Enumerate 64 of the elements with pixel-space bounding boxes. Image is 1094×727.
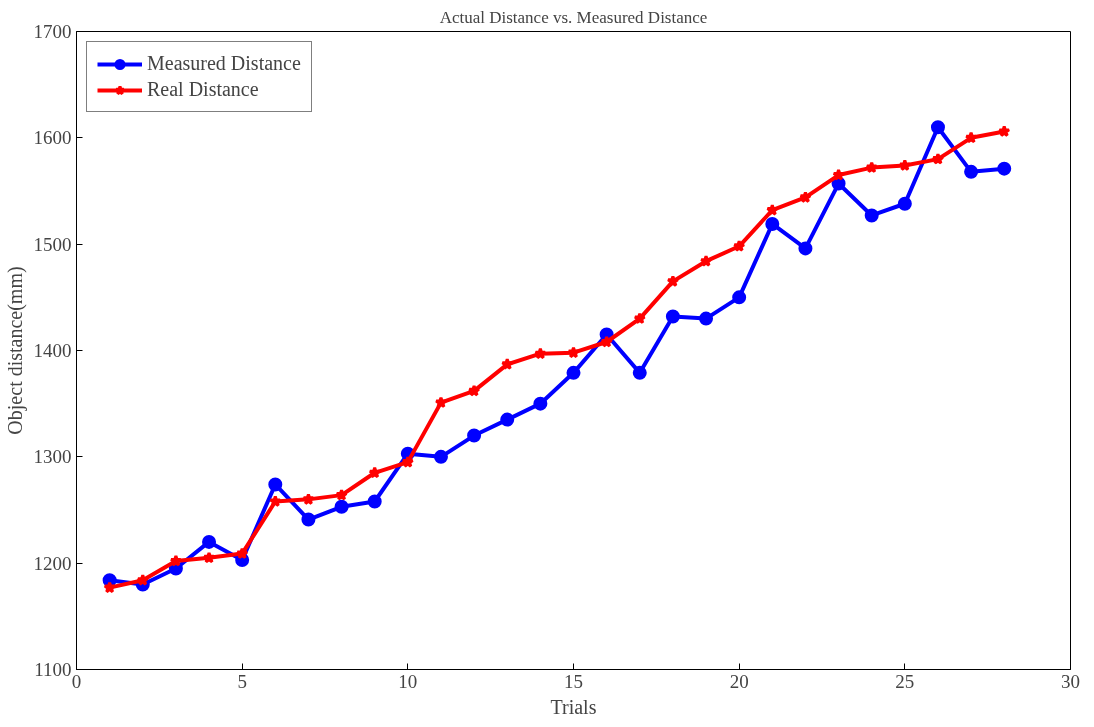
point — [865, 161, 878, 174]
y-tick-label: 1300 — [33, 446, 72, 468]
x-axis-title: Trials — [550, 695, 597, 718]
x-tick-label: 5 — [237, 670, 247, 692]
point — [368, 466, 381, 479]
legend-label: Real Distance — [147, 78, 259, 101]
point — [202, 534, 217, 549]
point — [765, 216, 780, 231]
point — [699, 254, 713, 267]
point — [699, 311, 714, 326]
point — [931, 152, 945, 165]
point — [732, 290, 747, 305]
point — [898, 158, 912, 172]
legend-label: Measured Distance — [147, 52, 301, 75]
point — [964, 131, 978, 144]
point — [301, 512, 316, 527]
point — [268, 477, 283, 492]
point — [433, 449, 448, 464]
point — [467, 384, 481, 397]
point — [864, 208, 879, 223]
point — [566, 365, 581, 380]
point — [666, 274, 680, 287]
x-tick-label: 0 — [71, 670, 82, 692]
point — [334, 499, 349, 514]
point — [401, 455, 415, 468]
point — [500, 357, 514, 370]
point — [367, 494, 382, 509]
point — [897, 196, 912, 211]
y-tick-label: 1100 — [34, 659, 72, 680]
y-tick-label: 1600 — [33, 127, 72, 149]
y-tick-label: 1400 — [33, 340, 72, 361]
x-tick-label: 25 — [895, 670, 915, 692]
point — [467, 428, 482, 443]
point — [665, 309, 680, 324]
y-tick-label: 1500 — [33, 233, 72, 255]
point — [136, 573, 150, 586]
x-tick-label: 15 — [564, 670, 583, 692]
point — [269, 494, 282, 508]
point — [500, 412, 515, 427]
point — [434, 396, 448, 409]
point — [335, 488, 348, 501]
point — [930, 120, 945, 135]
point — [766, 203, 779, 216]
point — [235, 547, 249, 560]
x-tick-label: 10 — [398, 670, 418, 692]
x-tick-label: 30 — [1061, 670, 1080, 692]
x-tick-label: 20 — [729, 670, 749, 692]
point — [169, 554, 183, 567]
y-tick-label: 1700 — [33, 21, 72, 42]
y-axis-title: Object distance(mm) — [3, 266, 27, 435]
point — [798, 241, 813, 256]
point — [997, 124, 1011, 137]
point — [732, 239, 746, 252]
point — [964, 164, 979, 179]
y-tick-label: 1200 — [33, 552, 72, 574]
point — [202, 551, 216, 564]
point — [533, 396, 548, 411]
point — [632, 365, 647, 380]
point — [534, 347, 547, 360]
point — [600, 335, 613, 348]
point — [633, 312, 647, 325]
point — [103, 581, 116, 594]
chart-title: Actual Distance vs. Measured Distance — [439, 7, 708, 27]
point — [997, 161, 1012, 176]
